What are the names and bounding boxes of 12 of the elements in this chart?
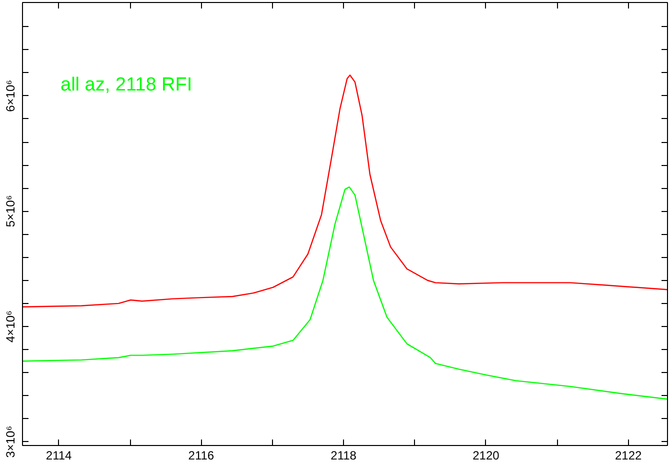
x-tick-label: 2122	[614, 448, 642, 462]
y-tick-label: 6×10⁶	[4, 80, 18, 112]
y-tick-label: 3×10⁶	[4, 426, 18, 458]
line-series	[22, 74, 668, 308]
annotation: all az, 2118 RFI	[60, 74, 192, 96]
y-tick-label: 5×10⁶	[4, 195, 18, 228]
x-tick-label: 2114	[46, 448, 72, 462]
x-tick-label: 2118	[330, 448, 357, 462]
x-tick-label: 2116	[188, 448, 214, 462]
line-series	[22, 186, 668, 400]
x-tick-label: 2120	[472, 448, 500, 462]
y-tick-label: 4×10⁶	[4, 310, 18, 342]
